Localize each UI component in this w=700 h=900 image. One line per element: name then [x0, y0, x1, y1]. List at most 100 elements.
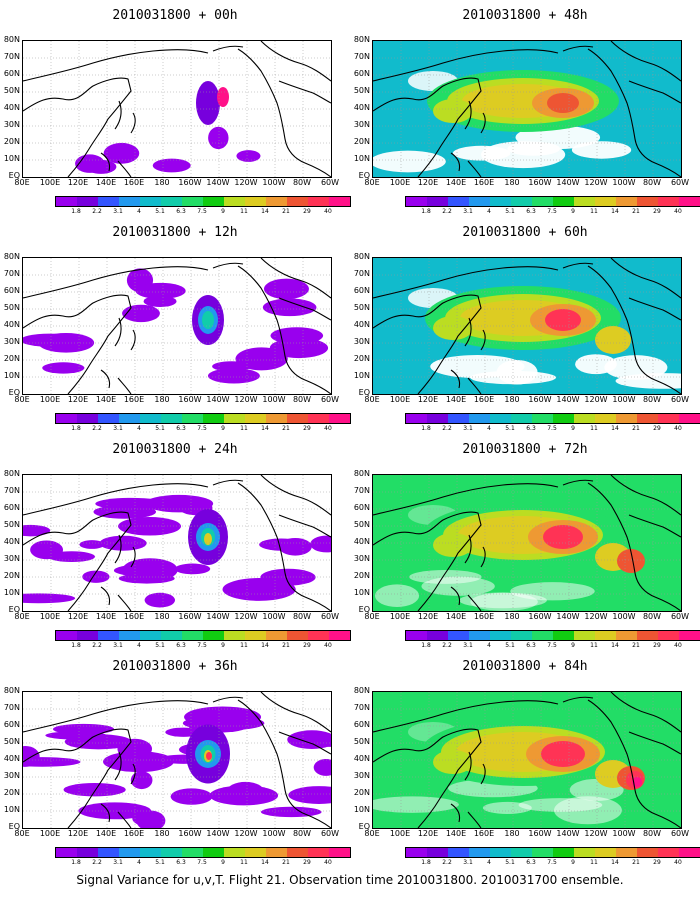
latitude-label: EQ — [8, 822, 20, 831]
longitude-label: 140E — [95, 395, 117, 404]
longitude-label: 180 — [154, 178, 170, 187]
longitude-label: 140W — [206, 829, 230, 838]
longitude-label: 160W — [528, 395, 552, 404]
latitude-label: 50N — [353, 520, 370, 529]
panel-title: 2010031800 + 48h — [462, 8, 588, 23]
colorbar-label: 1.8 — [71, 208, 81, 215]
colorbar-label: 4 — [137, 425, 141, 432]
longitude-label: 140E — [445, 612, 467, 621]
colorbar-swatch — [679, 631, 700, 640]
colorbar-swatch — [161, 414, 182, 423]
latitude-label: 40N — [3, 103, 20, 112]
longitude-label: 180 — [504, 612, 520, 621]
latitude-label: 40N — [3, 537, 20, 546]
latitude-label: 30N — [3, 771, 20, 780]
colorbar-label: 9 — [571, 425, 575, 432]
colorbar-label: 9 — [571, 208, 575, 215]
longitude-label: 160E — [123, 612, 145, 621]
latitude-label: EQ — [358, 171, 370, 180]
latitude-label: 20N — [3, 354, 20, 363]
latitude-label: 20N — [353, 571, 370, 580]
colorbar-swatch — [553, 631, 574, 640]
colorbar-label: 3.1 — [113, 208, 123, 215]
latitude-label: 20N — [353, 354, 370, 363]
latitude-label: 50N — [3, 86, 20, 95]
panel-title: 2010031800 + 36h — [112, 659, 238, 674]
colorbar-swatch — [511, 631, 532, 640]
colorbar-swatch — [140, 414, 161, 423]
latitude-label: 80N — [353, 252, 370, 261]
colorbar-swatch — [616, 414, 637, 423]
colorbar-label: 7.5 — [547, 208, 557, 215]
latitude-label: 70N — [3, 486, 20, 495]
colorbar-swatch — [637, 631, 658, 640]
colorbar-label: 21 — [632, 859, 640, 866]
colorbar-swatch — [595, 848, 616, 857]
colorbar-label: 6.3 — [526, 208, 536, 215]
colorbar-swatch — [595, 197, 616, 206]
colorbar-swatch — [266, 414, 287, 423]
colorbar-swatch — [574, 414, 595, 423]
colorbar-swatch — [532, 197, 553, 206]
colorbar-swatch — [266, 631, 287, 640]
longitude-label: 100W — [262, 612, 286, 621]
longitude-label: 80E — [364, 178, 380, 187]
colorbar — [405, 413, 700, 424]
latitude-label: 80N — [353, 469, 370, 478]
colorbar-label: 6.3 — [176, 208, 186, 215]
latitude-label: 70N — [353, 486, 370, 495]
longitude-label: 60W — [670, 178, 690, 187]
longitude-label: 180 — [154, 829, 170, 838]
colorbar-label: 14 — [611, 642, 619, 649]
longitude-label: 120W — [584, 178, 608, 187]
colorbar-label: 14 — [611, 208, 619, 215]
colorbar-swatch — [77, 848, 98, 857]
variance-map — [22, 691, 332, 829]
colorbar-label: 29 — [303, 859, 311, 866]
longitude-label: 80W — [642, 178, 662, 187]
colorbar-label: 21 — [282, 859, 290, 866]
colorbar-label: 11 — [590, 642, 598, 649]
latitude-label: 80N — [3, 686, 20, 695]
latitude-label: EQ — [358, 822, 370, 831]
colorbar-swatch — [203, 631, 224, 640]
colorbar-label: 21 — [632, 208, 640, 215]
longitude-label: 160E — [473, 178, 495, 187]
colorbar-swatch — [161, 848, 182, 857]
latitude-label: 10N — [353, 588, 370, 597]
colorbar-label: 1.8 — [71, 859, 81, 866]
longitude-label: 100E — [39, 612, 61, 621]
colorbar-swatch — [532, 414, 553, 423]
map-panel: 2010031800 + 24h 80N 70N 60N 50N 40N 30N 20N 10N… — [0, 434, 351, 659]
colorbar-swatch — [308, 414, 329, 423]
colorbar-swatch — [56, 631, 77, 640]
colorbar-label: 3.1 — [463, 642, 473, 649]
colorbar-label: 40 — [674, 859, 682, 866]
longitude-label: 180 — [504, 829, 520, 838]
latitude-label: 10N — [3, 805, 20, 814]
colorbar-swatch — [308, 631, 329, 640]
longitude-label: 140W — [556, 612, 580, 621]
latitude-label: EQ — [8, 388, 20, 397]
colorbar-label: 4 — [137, 208, 141, 215]
colorbar-label: 6.3 — [526, 425, 536, 432]
longitude-label: 140E — [445, 395, 467, 404]
colorbar-label: 11 — [240, 859, 248, 866]
longitude-label: 60W — [320, 612, 340, 621]
colorbar-label: 1.8 — [71, 642, 81, 649]
colorbar-label: 9 — [221, 425, 225, 432]
colorbar-label: 2.2 — [442, 859, 452, 866]
latitude-label: 40N — [3, 320, 20, 329]
latitude-label: 60N — [353, 503, 370, 512]
latitude-label: 10N — [3, 371, 20, 380]
longitude-label: 80W — [292, 829, 312, 838]
longitude-label: 80E — [14, 829, 30, 838]
colorbar-label: 3.1 — [463, 425, 473, 432]
longitude-label: 120E — [417, 178, 439, 187]
colorbar-label: 5.1 — [505, 208, 515, 215]
colorbar-label: 11 — [590, 208, 598, 215]
longitude-label: 160W — [178, 829, 202, 838]
colorbar-label: 40 — [674, 642, 682, 649]
colorbar-swatch — [658, 414, 679, 423]
colorbar-label: 29 — [303, 425, 311, 432]
